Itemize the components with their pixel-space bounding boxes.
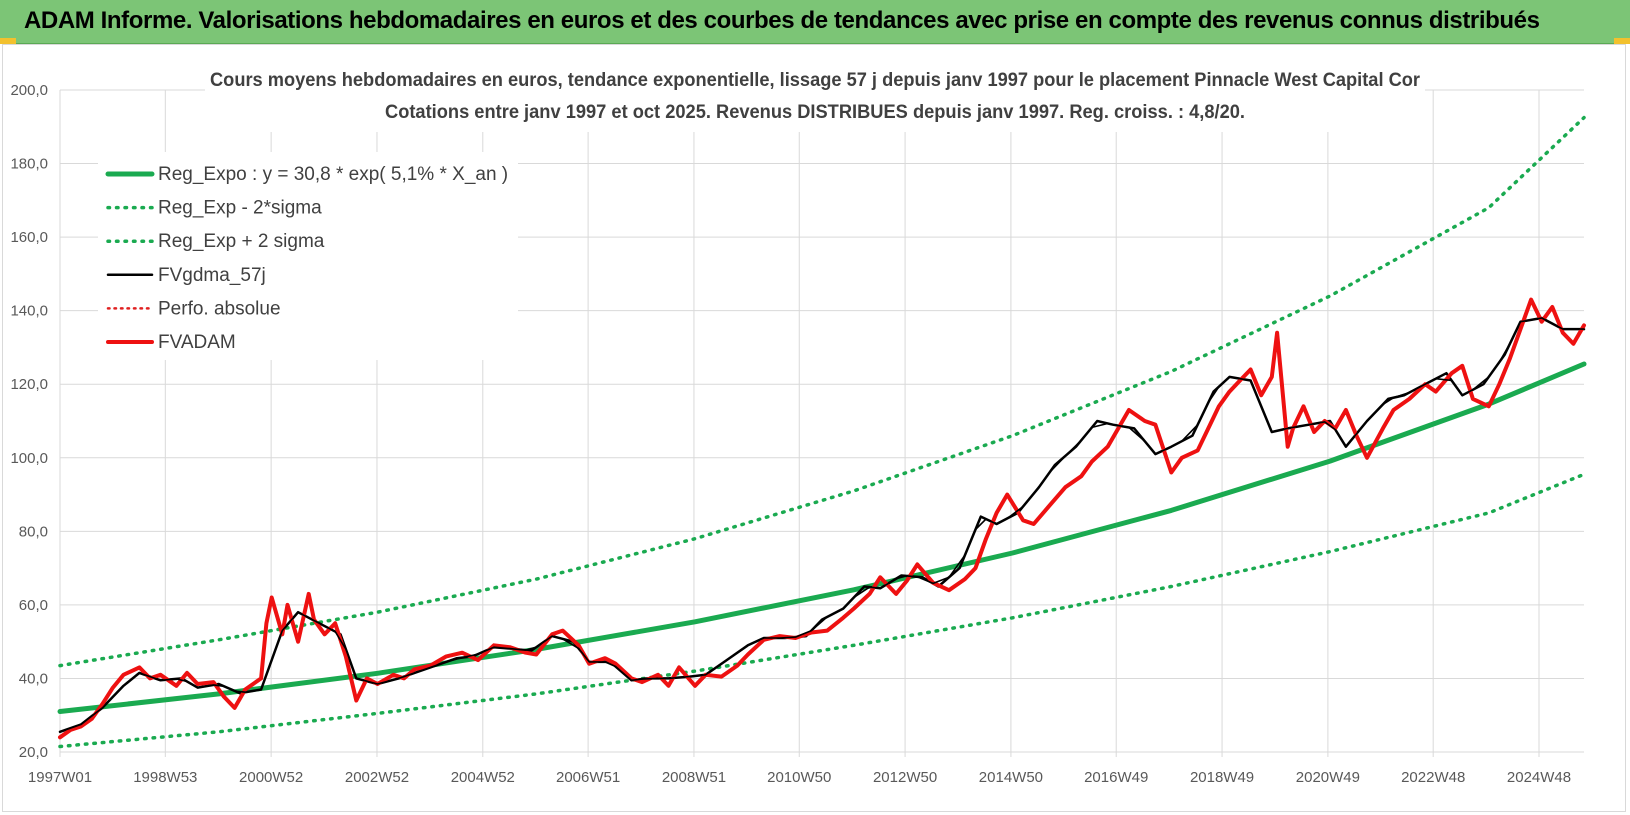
y-tick-label: 80,0 — [19, 523, 48, 540]
chart-legend: Reg_Expo : y = 30,8 * exp( 5,1% * X_an )… — [98, 152, 518, 360]
report-banner: ADAM Informe. Valorisations hebdomadaire… — [0, 0, 1630, 44]
series-reg-expo — [57, 361, 1587, 714]
series-fvadam-legend-label: FVADAM — [158, 332, 236, 353]
x-tick-label: 1998W53 — [133, 769, 197, 786]
x-tick-label: 2008W51 — [662, 769, 726, 786]
x-axis-ticks: 1997W01 1998W53 2000W52 2002W52 2004W52 2006W… — [28, 769, 1571, 786]
y-tick-label: 120,0 — [10, 376, 48, 393]
y-tick-label: 200,0 — [10, 82, 48, 99]
y-tick-label: 40,0 — [19, 670, 48, 687]
x-tick-label: 2002W52 — [345, 769, 409, 786]
x-tick-label: 2020W49 — [1296, 769, 1360, 786]
chart-title-background — [205, 62, 1425, 132]
x-tick-label: 1997W01 — [28, 769, 92, 786]
x-tick-label: 2014W50 — [979, 769, 1043, 786]
chart-title-line-2: Cotations entre janv 1997 et oct 2025. R… — [385, 102, 1245, 123]
series-reg-exp-minus-2sigma — [58, 472, 1586, 749]
x-tick-label: 2010W50 — [767, 769, 831, 786]
series-fvgdma-57j-overlay — [59, 317, 1584, 733]
x-tick-label: 2016W49 — [1084, 769, 1148, 786]
y-tick-label: 100,0 — [10, 450, 48, 467]
y-tick-label: 60,0 — [19, 597, 48, 614]
corner-marker-right — [1614, 38, 1630, 44]
x-tick-label: 2000W52 — [239, 769, 303, 786]
corner-marker-left — [0, 38, 16, 44]
x-tick-label: 2024W48 — [1507, 769, 1571, 786]
series-perfo-absolue-legend-label: Perfo. absolue — [158, 298, 281, 319]
series-reg-expo-legend-label: Reg_Expo : y = 30,8 * exp( 5,1% * X_an ) — [158, 164, 508, 185]
report-title: ADAM Informe. Valorisations hebdomadaire… — [24, 7, 1540, 34]
x-tick-label: 2004W52 — [451, 769, 515, 786]
chart-title-line-1: Cours moyens hebdomadaires en euros, ten… — [210, 70, 1421, 91]
series-reg-exp-plus-2sigma-legend-label: Reg_Exp + 2 sigma — [158, 231, 325, 252]
x-tick-label: 2018W49 — [1190, 769, 1254, 786]
series-fvadam — [58, 297, 1586, 740]
chart-frame — [2, 44, 1626, 812]
x-tick-label: 2006W51 — [556, 769, 620, 786]
series-fvgdma-57j — [58, 316, 1586, 734]
y-tick-label: 20,0 — [19, 744, 48, 761]
series-fvgdma-57j-legend-label: FVgdma_57j — [158, 265, 266, 286]
y-tick-label: 180,0 — [10, 156, 48, 173]
y-axis-ticks: 20,0 40,0 60,0 80,0 100,0 120,0 140,0 160,0 180,… — [10, 82, 48, 761]
series-reg-exp-minus-2sigma-legend-label: Reg_Exp - 2*sigma — [158, 198, 322, 219]
x-tick-label: 2022W48 — [1401, 769, 1465, 786]
x-tick-label: 2012W50 — [873, 769, 937, 786]
legend-background — [98, 152, 518, 360]
series-layer — [57, 115, 1587, 749]
y-tick-label: 140,0 — [10, 303, 48, 320]
y-tick-label: 160,0 — [10, 229, 48, 246]
